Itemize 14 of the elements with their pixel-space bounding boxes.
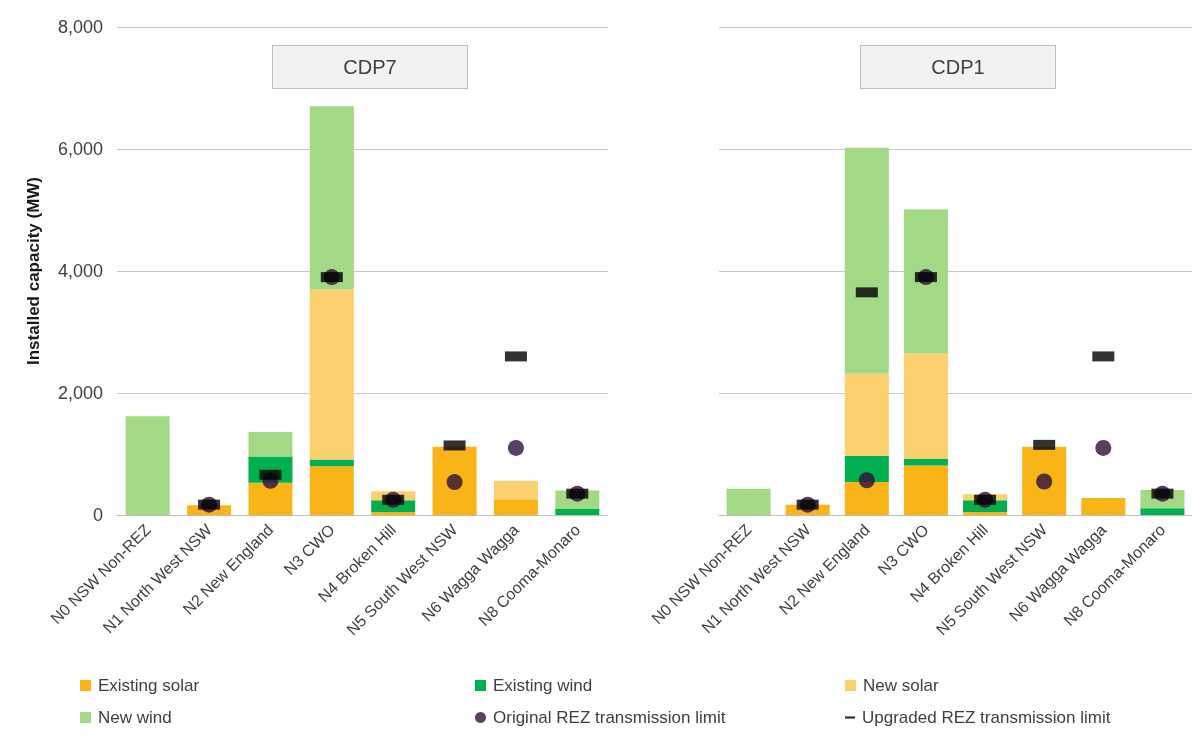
label-box: CDP1: [860, 45, 1056, 89]
y-tick-label: 0: [92, 505, 103, 525]
y-tick-label: 2,000: [57, 383, 103, 403]
legend-label: Existing wind: [493, 676, 593, 695]
legend-label: Upgraded REZ transmission limit: [862, 708, 1111, 727]
legend-label: Original REZ transmission limit: [493, 708, 726, 727]
legend-label: Existing solar: [98, 676, 200, 695]
y-tick-label: 8,000: [57, 17, 103, 37]
y-tick-label: 4,000: [57, 261, 103, 281]
legend-label: New solar: [863, 676, 939, 695]
label-box: CDP7: [272, 45, 468, 89]
y-tick-label: 6,000: [57, 139, 103, 159]
legend-label: New wind: [98, 708, 172, 727]
y-axis-title: Installed capacity (MW): [24, 177, 43, 365]
